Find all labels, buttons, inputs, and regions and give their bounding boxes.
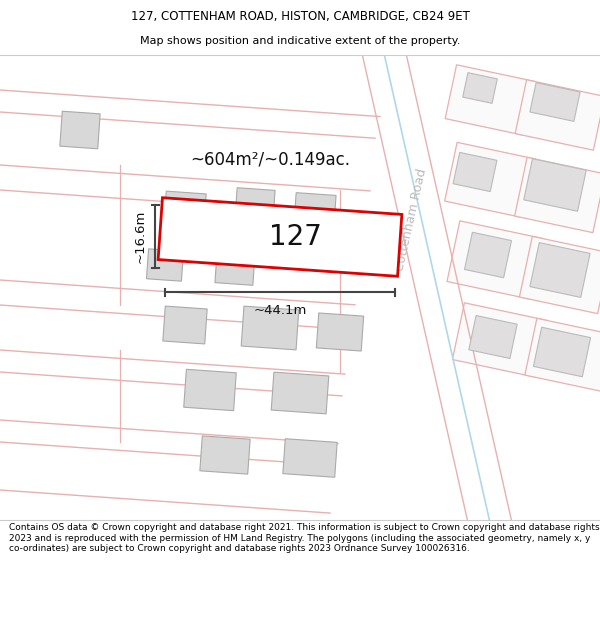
Polygon shape xyxy=(524,159,586,211)
Polygon shape xyxy=(184,369,236,411)
Polygon shape xyxy=(215,251,255,285)
Polygon shape xyxy=(235,188,275,222)
Polygon shape xyxy=(530,82,580,121)
Polygon shape xyxy=(164,191,206,229)
Polygon shape xyxy=(316,313,364,351)
Polygon shape xyxy=(515,158,600,232)
Polygon shape xyxy=(294,192,336,228)
Polygon shape xyxy=(271,372,329,414)
Polygon shape xyxy=(158,198,402,276)
Text: Map shows position and indicative extent of the property.: Map shows position and indicative extent… xyxy=(140,36,460,46)
Polygon shape xyxy=(163,306,207,344)
Polygon shape xyxy=(453,152,497,192)
Polygon shape xyxy=(515,80,600,150)
Text: ~604m²/~0.149ac.: ~604m²/~0.149ac. xyxy=(190,151,350,169)
Polygon shape xyxy=(200,436,250,474)
Polygon shape xyxy=(520,236,600,314)
Polygon shape xyxy=(452,302,548,378)
Polygon shape xyxy=(464,232,512,278)
Polygon shape xyxy=(146,249,184,281)
Polygon shape xyxy=(283,439,337,478)
Polygon shape xyxy=(463,72,497,103)
Polygon shape xyxy=(60,111,100,149)
Text: ~44.1m: ~44.1m xyxy=(253,304,307,317)
Polygon shape xyxy=(530,242,590,298)
Polygon shape xyxy=(447,221,543,299)
Text: 127, COTTENHAM ROAD, HISTON, CAMBRIDGE, CB24 9ET: 127, COTTENHAM ROAD, HISTON, CAMBRIDGE, … xyxy=(131,10,469,23)
Text: 127: 127 xyxy=(269,223,322,251)
Polygon shape xyxy=(469,316,517,359)
Text: Cottenham Road: Cottenham Road xyxy=(394,168,430,272)
Text: ~16.6m: ~16.6m xyxy=(134,210,147,263)
Polygon shape xyxy=(445,142,535,218)
Polygon shape xyxy=(445,65,535,135)
Text: Contains OS data © Crown copyright and database right 2021. This information is : Contains OS data © Crown copyright and d… xyxy=(9,523,599,553)
Polygon shape xyxy=(533,328,590,377)
Polygon shape xyxy=(241,306,299,350)
Polygon shape xyxy=(525,318,600,392)
